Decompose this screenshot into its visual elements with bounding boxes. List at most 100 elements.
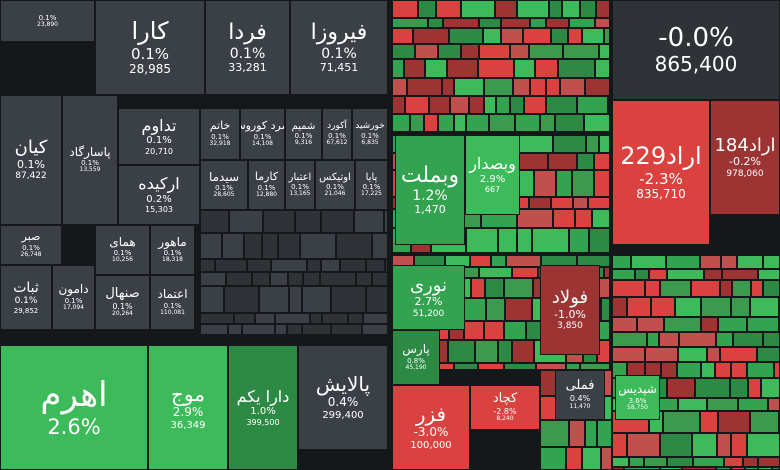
tile-change: 0.1% — [361, 131, 379, 140]
small-tile — [392, 114, 410, 132]
small-tile — [720, 280, 732, 297]
tile-name: کیان — [14, 137, 48, 159]
tile-value: 71,451 — [319, 60, 359, 74]
tile: فیروزا 0.1% 71,451 — [290, 0, 388, 95]
small-tile — [692, 433, 717, 457]
small-tile — [392, 44, 415, 59]
tile-value: 978,060 — [726, 168, 764, 179]
small-tile — [479, 267, 512, 278]
small-tile — [471, 278, 485, 298]
small-tile — [424, 114, 438, 132]
tile-change: -0.2% — [729, 155, 761, 169]
small-tile — [392, 18, 428, 28]
small-tile — [504, 363, 536, 370]
tile-change: 0.1% — [130, 44, 170, 63]
tile-value: 18,318 — [162, 256, 183, 264]
tile: کارما 0.1% 12,880 — [248, 160, 285, 210]
small-tile — [704, 269, 722, 280]
small-tile — [732, 280, 751, 297]
small-tile — [649, 269, 667, 280]
small-tile — [758, 457, 780, 467]
tile-change: 2.7% — [414, 295, 443, 309]
small-tile — [750, 297, 779, 317]
small-tile — [454, 78, 484, 96]
tile: خورشید 0.1% 6,835 — [352, 108, 388, 160]
tile-change: 2.6% — [47, 414, 101, 439]
small-tile — [498, 228, 517, 253]
small-tile — [747, 317, 779, 332]
small-tile — [572, 170, 594, 197]
small-tile — [575, 209, 592, 228]
small-tile — [553, 209, 575, 228]
small-tile — [663, 411, 700, 433]
small-tile — [586, 135, 599, 153]
small-tile — [331, 286, 366, 313]
small-tile — [718, 411, 750, 433]
small-tile — [486, 298, 505, 321]
small-tile — [720, 347, 757, 362]
small-tile — [758, 269, 780, 280]
tile-change: 2.9% — [479, 173, 506, 185]
tile: تداوم 0.1% 20,710 — [118, 108, 200, 165]
small-tile — [546, 18, 569, 28]
small-tile — [599, 135, 610, 153]
tile-change: 0.4% — [569, 394, 591, 404]
small-tile — [229, 210, 263, 233]
tile-change: 1.2% — [412, 188, 448, 205]
small-tile — [549, 0, 562, 18]
tile-change: 0.1% — [215, 184, 233, 193]
small-tile — [660, 280, 691, 297]
small-tile — [551, 28, 568, 44]
tile: پارس 0.8% 45,190 — [392, 330, 440, 385]
small-tile — [436, 0, 461, 18]
small-tile — [366, 259, 385, 272]
small-tile — [479, 44, 510, 59]
small-tile — [517, 228, 532, 253]
small-tile — [418, 0, 436, 18]
small-tile — [604, 267, 610, 278]
tile: پایا 0.1% 17,225 — [355, 160, 388, 210]
small-tile — [429, 96, 450, 114]
tile-change: 0.1% — [38, 13, 57, 22]
small-tile — [534, 170, 556, 197]
tile-value: 11,470 — [569, 402, 591, 410]
small-tile — [667, 378, 695, 398]
small-tile — [321, 259, 340, 272]
small-tile — [584, 114, 610, 132]
small-tile — [595, 18, 610, 28]
small-tile — [724, 457, 743, 467]
small-tile — [612, 280, 645, 297]
tile-name: اوتیکس — [319, 171, 351, 183]
small-tile — [721, 255, 737, 269]
tile-value: 299,400 — [322, 410, 364, 422]
tile-change: 0.1% — [14, 296, 38, 307]
small-tile — [569, 18, 595, 28]
small-tile — [454, 363, 478, 370]
tile-change: 0.1% — [163, 249, 182, 258]
small-tile — [479, 18, 501, 28]
small-tile — [392, 28, 413, 44]
small-tile — [512, 267, 538, 278]
small-tile — [340, 259, 366, 272]
small-tile — [321, 210, 354, 233]
small-tile — [532, 228, 569, 253]
small-tile — [470, 255, 491, 267]
tile-name: کارما — [254, 170, 279, 184]
small-tile — [695, 378, 730, 398]
small-tile — [661, 362, 677, 378]
small-tile — [404, 59, 425, 78]
small-tile — [454, 114, 466, 132]
small-tile — [530, 78, 546, 96]
small-tile — [287, 324, 302, 335]
tile: ماهور 0.1% 18,318 — [150, 225, 195, 275]
small-tile — [222, 233, 244, 259]
small-tile — [529, 44, 563, 59]
tile-change: 0.1% — [253, 132, 272, 141]
small-tile — [731, 362, 747, 378]
tile-name: موج — [171, 382, 205, 407]
small-tile — [495, 0, 517, 18]
tile: اراد184 -0.2% 978,060 — [710, 100, 780, 215]
small-tile — [678, 347, 707, 362]
small-tile — [504, 321, 526, 340]
small-tile — [295, 210, 321, 233]
